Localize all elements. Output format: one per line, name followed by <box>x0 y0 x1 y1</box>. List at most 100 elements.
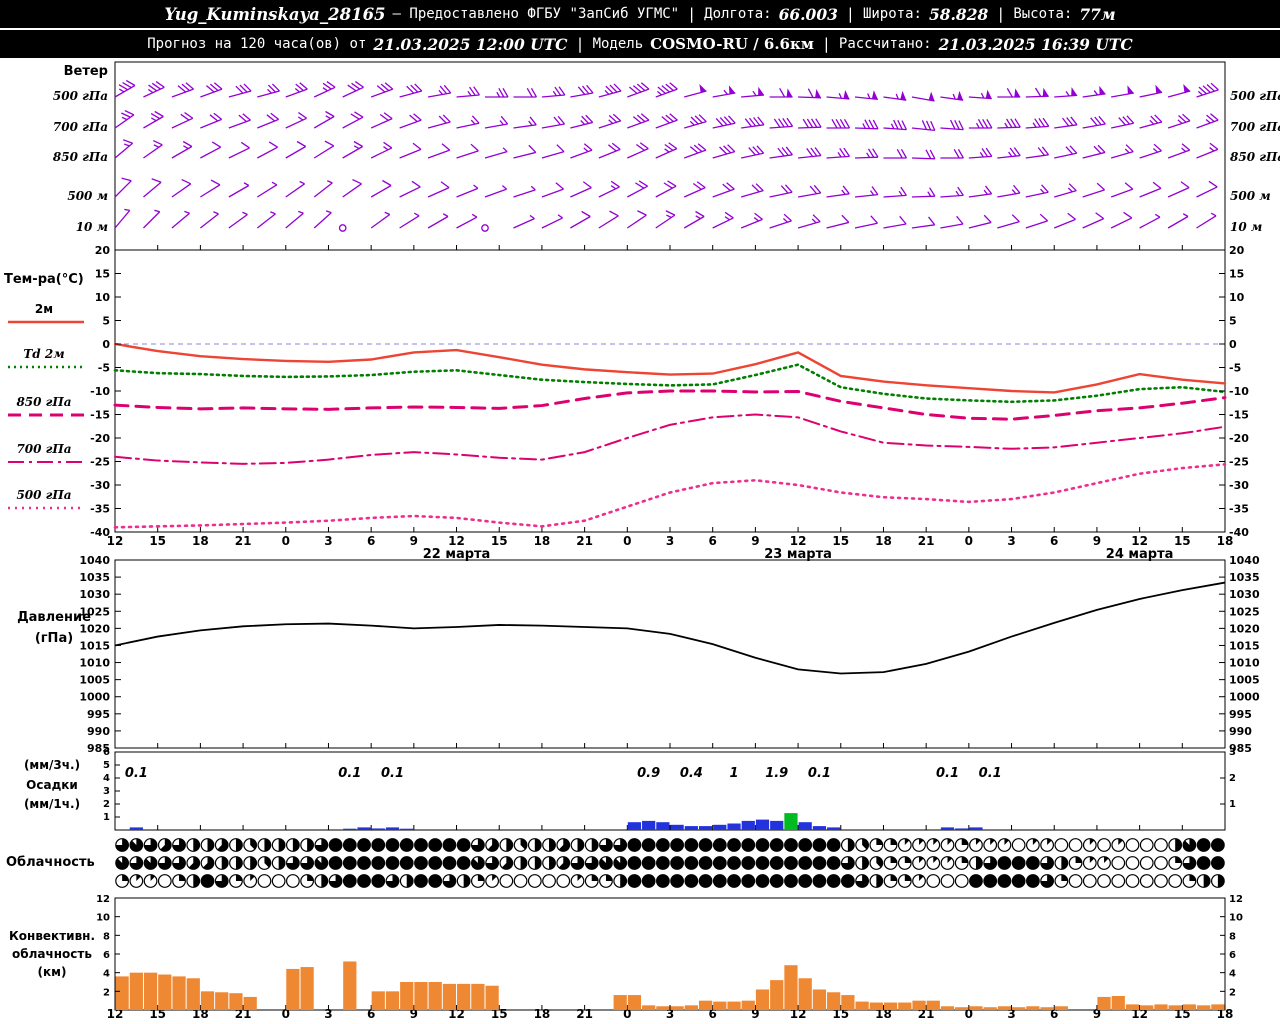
wind-level-850hpa-left: 850 гПа <box>52 150 108 164</box>
svg-text:1030: 1030 <box>1229 588 1260 601</box>
calc-time: 21.03.2025 16:39 UTC <box>938 34 1133 54</box>
svg-text:0.1: 0.1 <box>381 766 404 781</box>
svg-text:1: 1 <box>730 766 739 781</box>
wind-level-700hpa-right: 700 гПа <box>1230 120 1280 134</box>
svg-text:-25: -25 <box>90 456 110 469</box>
svg-text:6: 6 <box>367 534 375 548</box>
precipitation-panel: 0.1 0.1 0.1 0.9 0.4 1 1.9 0.1 0.1 0.1 <box>115 751 1225 830</box>
longitude-value: 66.003 <box>778 4 838 24</box>
svg-text:5: 5 <box>103 760 110 771</box>
svg-text:12: 12 <box>790 534 807 548</box>
svg-text:1025: 1025 <box>79 605 110 618</box>
svg-text:24 марта: 24 марта <box>1106 547 1174 562</box>
svg-text:1005: 1005 <box>1229 674 1260 687</box>
svg-text:6: 6 <box>367 1007 375 1021</box>
svg-text:995: 995 <box>1229 708 1252 721</box>
svg-text:0: 0 <box>282 1007 290 1021</box>
station-name: Yug_Kuminskaya_28165 <box>164 4 386 24</box>
svg-text:1000: 1000 <box>79 691 110 704</box>
temperature-panel-title: Тем-ра(°C) <box>4 272 84 287</box>
separator: | <box>687 5 697 23</box>
svg-text:23 марта: 23 марта <box>764 547 832 562</box>
legend-t700: 700 гПа <box>16 442 72 456</box>
altitude-label: Высота: <box>1013 6 1073 22</box>
svg-text:0.1: 0.1 <box>808 766 831 781</box>
svg-text:21: 21 <box>235 1007 252 1021</box>
svg-text:18: 18 <box>192 1007 209 1021</box>
svg-text:3: 3 <box>666 1007 674 1021</box>
svg-text:3: 3 <box>103 786 110 797</box>
svg-text:6: 6 <box>709 534 717 548</box>
svg-text:0.9: 0.9 <box>637 766 660 781</box>
svg-text:12: 12 <box>107 1007 124 1021</box>
svg-text:12: 12 <box>1131 1007 1148 1021</box>
svg-text:1010: 1010 <box>79 657 110 670</box>
precip-panel-title: Осадки <box>26 778 78 792</box>
svg-text:-20: -20 <box>1229 432 1249 445</box>
svg-text:12: 12 <box>790 1007 807 1021</box>
svg-text:0.4: 0.4 <box>680 766 703 781</box>
wind-level-850hpa-right: 850 гПа <box>1230 150 1280 164</box>
svg-text:1.9: 1.9 <box>765 766 788 781</box>
svg-text:1: 1 <box>1229 799 1236 810</box>
svg-text:20: 20 <box>1229 244 1245 257</box>
separator: | <box>845 5 855 23</box>
svg-text:1030: 1030 <box>79 588 110 601</box>
legend-td2m: Td 2м <box>23 347 65 361</box>
latitude-label: Широта: <box>862 6 922 22</box>
convective-title-3: (км) <box>37 965 67 979</box>
pressure-panel <box>114 559 1226 749</box>
svg-text:18: 18 <box>192 534 209 548</box>
calc-label: Рассчитано: <box>838 36 932 52</box>
wind-level-500m-right: 500 м <box>1230 189 1271 203</box>
svg-text:985: 985 <box>87 742 110 755</box>
wind-barbs-panel <box>114 79 1219 232</box>
svg-text:-15: -15 <box>90 409 110 422</box>
pressure-panel-title: Давление <box>17 610 91 625</box>
svg-text:9: 9 <box>1093 1007 1101 1021</box>
svg-text:21: 21 <box>918 534 935 548</box>
svg-text:15: 15 <box>95 268 110 281</box>
svg-text:-40: -40 <box>90 526 110 539</box>
svg-text:10: 10 <box>1229 291 1245 304</box>
svg-text:5: 5 <box>1229 315 1237 328</box>
svg-text:-5: -5 <box>1229 362 1241 375</box>
svg-text:1005: 1005 <box>79 674 110 687</box>
svg-text:21: 21 <box>576 534 593 548</box>
svg-text:3: 3 <box>1229 747 1236 758</box>
svg-text:-20: -20 <box>90 432 110 445</box>
svg-text:0.1: 0.1 <box>979 766 1002 781</box>
svg-text:-35: -35 <box>90 503 110 516</box>
svg-text:2: 2 <box>103 987 110 998</box>
separator: | <box>821 35 831 53</box>
svg-text:0.1: 0.1 <box>936 766 959 781</box>
svg-text:3: 3 <box>324 534 332 548</box>
svg-text:-35: -35 <box>1229 503 1249 516</box>
svg-text:0.1: 0.1 <box>338 766 361 781</box>
svg-text:995: 995 <box>87 708 110 721</box>
legend-t2m: 2м <box>34 302 54 316</box>
wind-level-500m-left: 500 м <box>67 189 108 203</box>
svg-text:6: 6 <box>1050 534 1058 548</box>
svg-text:5: 5 <box>102 315 110 328</box>
svg-text:-25: -25 <box>1229 456 1249 469</box>
svg-text:15: 15 <box>149 1007 166 1021</box>
svg-text:18: 18 <box>875 1007 892 1021</box>
svg-text:4: 4 <box>103 773 110 784</box>
svg-text:1015: 1015 <box>79 639 110 652</box>
precip-1h-label: (мм/1ч.) <box>23 797 81 811</box>
svg-text:4: 4 <box>103 969 110 980</box>
temperature-panel <box>113 249 1227 533</box>
wind-panel-title: Ветер <box>63 64 108 79</box>
svg-text:6: 6 <box>1050 1007 1058 1021</box>
svg-text:2: 2 <box>1229 987 1236 998</box>
svg-text:1: 1 <box>103 812 110 823</box>
latitude-value: 58.828 <box>928 4 989 24</box>
svg-text:985: 985 <box>1229 742 1252 755</box>
svg-text:1020: 1020 <box>79 622 110 635</box>
forecast-label: Прогноз на 120 часа(ов) от <box>147 36 367 52</box>
svg-text:-5: -5 <box>98 362 110 375</box>
svg-text:18: 18 <box>1217 534 1234 548</box>
svg-text:3: 3 <box>666 534 674 548</box>
svg-text:990: 990 <box>87 725 110 738</box>
